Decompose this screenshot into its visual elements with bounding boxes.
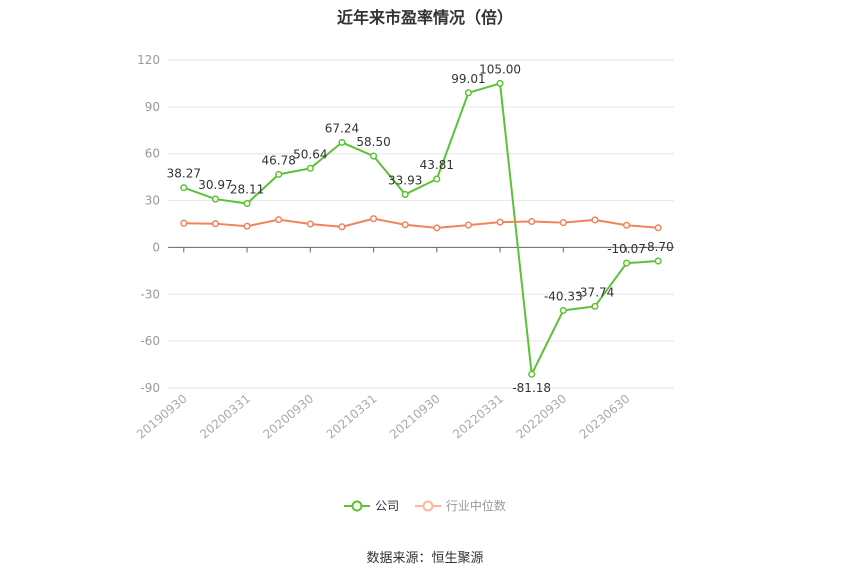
y-tick-label: -30 [140,287,160,301]
industry-point [211,220,219,228]
industry-point [528,217,536,226]
industry-point [559,219,567,227]
industry-point [496,218,504,226]
x-tick-label: 20190930 [134,392,190,442]
y-tick-label: 90 [145,100,160,114]
industry-point [591,216,599,224]
industry-point [243,222,251,230]
company-data-label: 50.64 [293,147,327,161]
x-tick-label: 20220930 [513,392,569,442]
y-tick-label: 0 [152,240,160,254]
chart-title: 近年来市盈率情况（倍） [336,8,513,27]
legend-industry-marker [414,500,441,511]
company-point [275,170,283,178]
y-tick-label: 120 [137,53,160,67]
y-tick-label: -60 [140,334,160,348]
x-tick-label: 20230630 [577,392,633,442]
industry-point [180,219,188,227]
industry-point [338,223,346,231]
company-data-label: 105.00 [479,62,521,76]
legend-company-label: 公司 [375,499,400,513]
company-data-label: -8.70 [643,240,674,254]
company-data-label: 28.11 [230,183,264,197]
company-point [211,195,219,203]
company-series-line [183,82,659,378]
company-point [306,164,314,172]
company-point [559,306,567,314]
company-data-label: -10.07 [607,242,646,256]
company-data-label: 33.93 [388,173,422,187]
company-point [591,302,599,310]
industry-point [464,221,472,229]
company-data-label: -40.33 [544,289,583,303]
company-point [401,190,409,198]
company-point [623,259,631,267]
industry-point [401,221,409,229]
company-point [243,199,251,208]
company-data-label: 46.78 [262,153,296,167]
legend: 公司 行业中位数 [0,497,850,515]
company-data-label: 99.01 [451,72,485,86]
legend-company-marker [344,500,371,511]
y-tick-label: 60 [145,147,160,161]
industry-point [306,220,314,228]
y-tick-label: 30 [145,194,160,208]
legend-industry-label: 行业中位数 [445,499,506,513]
industry-series-line [183,217,659,229]
industry-point [654,224,662,232]
industry-point [370,215,378,223]
company-point [433,175,441,183]
industry-point [275,216,283,224]
company-point [496,79,504,87]
x-tick-label: 20210930 [387,392,443,442]
company-point [464,89,472,97]
company-data-label: -81.18 [512,381,551,395]
x-tick-label: 20210331 [324,392,380,442]
industry-point [623,221,631,229]
x-tick-label: 20200930 [260,392,316,442]
company-data-label: 58.50 [356,135,390,149]
x-tick-label: 20220331 [450,392,506,442]
x-tick-label: 20200331 [197,392,253,442]
source-note: 数据来源：恒生聚源 [366,551,484,566]
company-point [528,370,536,378]
y-tick-label: -90 [140,381,160,395]
company-data-label: 30.97 [198,178,232,192]
company-point [338,138,346,146]
company-point [654,257,662,265]
company-point [180,184,188,192]
company-data-label: 38.27 [167,167,201,181]
legend-item-company[interactable]: 公司 [344,497,399,514]
company-data-label: 43.81 [420,158,454,172]
industry-point [433,224,441,232]
company-point [370,152,378,160]
company-data-label: 67.24 [325,121,359,135]
company-data-label: -37.74 [576,285,615,299]
legend-item-industry[interactable]: 行业中位数 [414,497,506,514]
